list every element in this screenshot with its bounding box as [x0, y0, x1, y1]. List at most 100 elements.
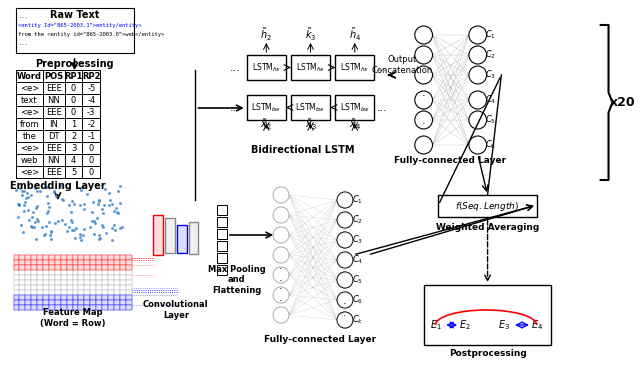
- Bar: [67, 295, 72, 300]
- Text: ·
·: · ·: [279, 264, 283, 286]
- Text: LSTM$_{bw}$: LSTM$_{bw}$: [296, 101, 326, 114]
- Bar: [72, 260, 79, 265]
- Bar: [72, 260, 79, 265]
- Point: [107, 201, 117, 208]
- Bar: [114, 290, 120, 295]
- Text: $C_6$: $C_6$: [485, 139, 496, 151]
- Bar: [114, 255, 120, 260]
- Bar: [84, 265, 90, 270]
- Text: LSTM$_{fw}$: LSTM$_{fw}$: [296, 61, 325, 74]
- Point: [46, 228, 56, 234]
- Point: [29, 224, 39, 230]
- Bar: [125, 255, 132, 260]
- Bar: [26, 300, 31, 305]
- Bar: [43, 265, 49, 270]
- Bar: [13, 300, 19, 305]
- Bar: [37, 290, 43, 295]
- Bar: [37, 265, 43, 270]
- Bar: [96, 295, 102, 300]
- Bar: [120, 300, 125, 305]
- Point: [113, 210, 124, 216]
- Bar: [49, 255, 55, 260]
- Text: $C_4$: $C_4$: [352, 254, 364, 266]
- Bar: [61, 295, 67, 300]
- Text: Convolutional
Layer: Convolutional Layer: [143, 300, 209, 320]
- Bar: [102, 255, 108, 260]
- Point: [52, 218, 63, 224]
- Bar: [72, 300, 79, 305]
- Point: [104, 202, 114, 208]
- Bar: [55, 265, 61, 270]
- Bar: [67, 260, 72, 265]
- Circle shape: [337, 232, 353, 248]
- Bar: [291, 95, 330, 120]
- Point: [84, 224, 95, 230]
- Point: [28, 224, 38, 231]
- Bar: [102, 270, 108, 275]
- Circle shape: [337, 252, 353, 268]
- Point: [106, 237, 116, 243]
- Bar: [120, 270, 125, 275]
- Bar: [72, 285, 79, 290]
- Bar: [120, 265, 125, 270]
- Circle shape: [273, 267, 289, 283]
- Bar: [189, 222, 198, 254]
- Point: [92, 215, 102, 221]
- Point: [94, 232, 104, 238]
- Bar: [90, 270, 96, 275]
- Point: [94, 197, 104, 203]
- Point: [64, 224, 74, 230]
- Point: [41, 223, 51, 229]
- Bar: [19, 255, 26, 260]
- Text: LSTM$_{fw}$: LSTM$_{fw}$: [252, 61, 281, 74]
- Bar: [49, 260, 55, 265]
- Text: $C_2$: $C_2$: [352, 214, 364, 226]
- Bar: [108, 290, 114, 295]
- Bar: [13, 265, 19, 270]
- Bar: [72, 255, 79, 260]
- Bar: [26, 260, 31, 265]
- Text: EEE: EEE: [46, 107, 61, 117]
- Bar: [96, 270, 102, 275]
- Bar: [72, 305, 79, 310]
- Text: DT: DT: [48, 132, 60, 141]
- Text: 5: 5: [71, 167, 76, 176]
- Bar: [37, 280, 43, 285]
- Point: [15, 186, 26, 192]
- Text: 2: 2: [71, 132, 76, 141]
- Circle shape: [469, 111, 486, 129]
- Bar: [102, 260, 108, 265]
- Bar: [19, 290, 26, 295]
- Bar: [114, 265, 120, 270]
- Bar: [49, 255, 55, 260]
- Point: [28, 213, 38, 219]
- Bar: [31, 305, 37, 310]
- Bar: [31, 290, 37, 295]
- Bar: [120, 265, 125, 270]
- Bar: [84, 280, 90, 285]
- Point: [31, 236, 41, 242]
- Bar: [49, 260, 55, 265]
- Bar: [31, 260, 37, 265]
- Point: [93, 201, 103, 207]
- Bar: [114, 270, 120, 275]
- Bar: [37, 285, 43, 290]
- Point: [57, 196, 67, 202]
- Bar: [102, 265, 108, 270]
- Bar: [90, 300, 96, 305]
- Bar: [13, 255, 19, 260]
- Bar: [125, 265, 132, 270]
- Bar: [120, 275, 125, 280]
- Bar: [61, 270, 67, 275]
- Point: [42, 193, 52, 199]
- Point: [17, 229, 28, 235]
- Bar: [114, 305, 120, 310]
- Bar: [19, 305, 26, 310]
- Bar: [90, 275, 96, 280]
- Bar: [55, 290, 61, 295]
- Bar: [102, 300, 108, 305]
- Bar: [55, 265, 61, 270]
- Bar: [43, 305, 49, 310]
- Text: LSTM$_{bw}$: LSTM$_{bw}$: [251, 101, 282, 114]
- Point: [17, 192, 27, 198]
